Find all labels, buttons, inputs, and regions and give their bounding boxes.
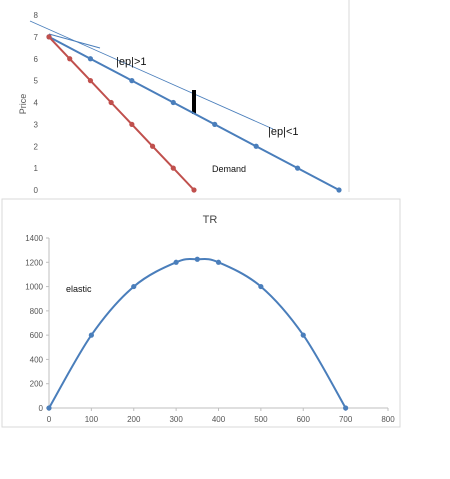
bottom-xtick-label: 400 bbox=[212, 415, 226, 424]
bottom-ytick-label: 800 bbox=[30, 307, 44, 316]
top-chart-ylabel: Price bbox=[18, 94, 28, 115]
demand-line-flat bbox=[48, 36, 340, 191]
bottom-chart-title: TR bbox=[203, 214, 218, 226]
top-ytick-label: 1 bbox=[34, 164, 39, 173]
demand-flat-point bbox=[253, 143, 259, 149]
top-ytick-label: 5 bbox=[34, 77, 39, 86]
bottom-xtick-label: 600 bbox=[297, 415, 311, 424]
annotation-elastic: elastic bbox=[66, 284, 92, 294]
demand-steep-point bbox=[149, 143, 156, 149]
demand-steep-point bbox=[67, 56, 73, 62]
top-ytick-label: 7 bbox=[34, 33, 39, 42]
annotation-elastic-range: |ep|>1 bbox=[116, 56, 147, 68]
bottom-ytick-label: 200 bbox=[30, 380, 44, 389]
bottom-ytick-label: 1400 bbox=[25, 234, 43, 243]
bottom-chart-series bbox=[46, 256, 349, 411]
demand-flat-point bbox=[87, 56, 94, 62]
top-ytick-label: 4 bbox=[34, 99, 39, 108]
annotation-demand: Demand bbox=[212, 164, 246, 174]
bottom-ytick-label: 400 bbox=[30, 355, 44, 364]
top-chart-series bbox=[46, 34, 342, 193]
demand-steep-point bbox=[87, 78, 94, 84]
annotation-inelastic-range: |ep|<1 bbox=[268, 126, 299, 138]
total-revenue-curve bbox=[48, 258, 347, 409]
total-revenue-point bbox=[258, 283, 264, 290]
bottom-xtick-label: 0 bbox=[47, 415, 52, 424]
demand-flat-point bbox=[294, 165, 301, 171]
bottom-xtick-label: 200 bbox=[127, 415, 141, 424]
bottom-xtick-label: 800 bbox=[381, 415, 395, 424]
bottom-xtick-label: 300 bbox=[169, 415, 183, 424]
bottom-xtick-label: 500 bbox=[254, 415, 268, 424]
total-revenue-point bbox=[194, 256, 200, 262]
top-ytick-label: 6 bbox=[34, 55, 39, 64]
demand-steep-point bbox=[170, 165, 176, 171]
demand-line-steep bbox=[48, 36, 195, 191]
total-revenue-point bbox=[88, 332, 94, 338]
demand-steep-point bbox=[191, 187, 197, 193]
total-revenue-point bbox=[300, 332, 306, 338]
top-chart-axes: 0 1 2 3 4 5 6 7 8 bbox=[34, 11, 39, 195]
total-revenue-point bbox=[343, 405, 349, 411]
bottom-ytick-label: 1000 bbox=[25, 283, 43, 292]
demand-steep-point bbox=[108, 99, 114, 106]
demand-steep-point bbox=[46, 34, 52, 40]
bottom-chart-axes: 0 200 400 600 800 1000 1200 1400 0 100 200 300 400 50… bbox=[25, 234, 395, 424]
total-revenue-point bbox=[173, 259, 179, 265]
bottom-xtick-label: 100 bbox=[85, 415, 99, 424]
bottom-xtick-label: 700 bbox=[339, 415, 353, 424]
bottom-ytick-label: 0 bbox=[39, 404, 44, 413]
demand-flat-point bbox=[170, 99, 176, 106]
top-ytick-label: 3 bbox=[34, 120, 39, 129]
top-chart-annotation-layer bbox=[29, 20, 274, 130]
top-ytick-label: 8 bbox=[34, 11, 39, 20]
demand-steep-point bbox=[129, 121, 135, 127]
demand-flat-point bbox=[129, 78, 135, 84]
bottom-chart-frame bbox=[1, 198, 401, 428]
total-revenue-point bbox=[215, 259, 222, 265]
bottom-ytick-label: 1200 bbox=[25, 258, 43, 267]
top-ytick-label: 2 bbox=[34, 142, 39, 151]
top-ytick-label: 0 bbox=[34, 186, 39, 195]
demand-flat-point bbox=[336, 187, 342, 193]
total-revenue-point bbox=[46, 405, 52, 411]
bottom-ytick-label: 600 bbox=[30, 331, 44, 340]
demand-flat-point bbox=[212, 121, 218, 127]
total-revenue-point bbox=[131, 283, 137, 290]
tangent-line-inelastic bbox=[29, 20, 274, 130]
